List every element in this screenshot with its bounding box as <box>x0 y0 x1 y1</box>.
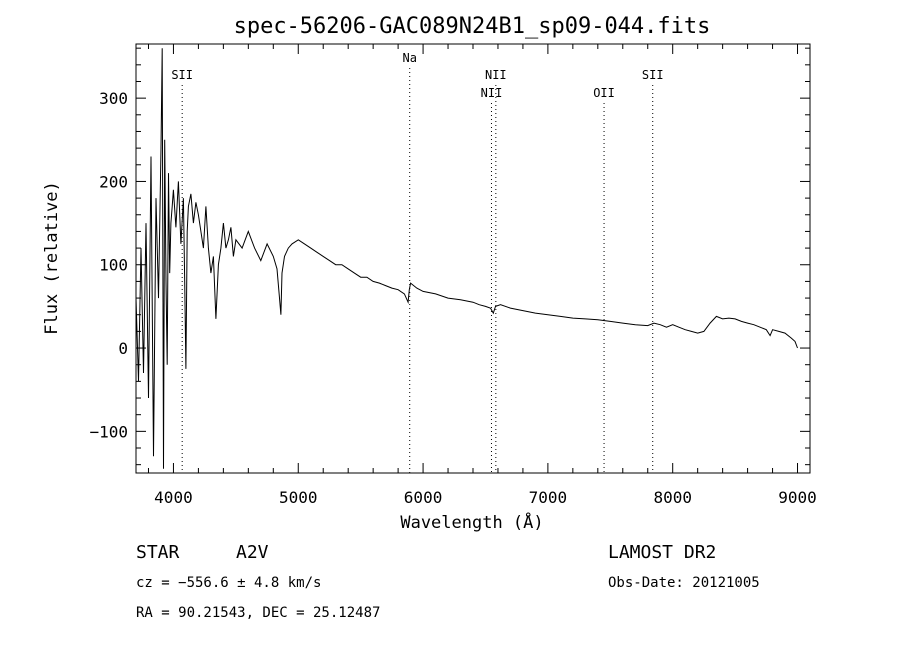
line-marker-label: Na <box>402 51 416 65</box>
x-tick-label: 8000 <box>653 488 692 507</box>
obs-date: Obs-Date: 20121005 <box>608 575 760 591</box>
axis-ticks: 4000 5000 6000 7000 8000 9000 −100 0 100 200 300 <box>89 44 817 507</box>
x-tick-label: 5000 <box>279 488 318 507</box>
y-axis-label: Flux (relative) <box>42 181 62 335</box>
y-tick-label: 0 <box>118 339 128 358</box>
line-marker-label: NII <box>485 68 507 82</box>
plot-frame <box>135 43 811 474</box>
y-tick-label: 300 <box>99 89 128 108</box>
spectral-subclass: A2V <box>236 542 269 563</box>
y-tick-label: −100 <box>89 422 128 441</box>
chart-title: spec-56206-GAC089N24B1_sp09-044.fits <box>234 14 711 39</box>
line-marker-label: OII <box>593 86 615 100</box>
line-marker-label: SII <box>171 68 193 82</box>
survey-name: LAMOST DR2 <box>608 542 717 563</box>
x-tick-label: 6000 <box>404 488 443 507</box>
coordinates: RA = 90.21543, DEC = 25.12487 <box>136 605 381 621</box>
x-tick-label: 7000 <box>529 488 568 507</box>
line-marker-label: SII <box>642 68 664 82</box>
line-marker-label: NII <box>481 86 503 100</box>
y-tick-label: 100 <box>99 256 128 275</box>
x-axis-label: Wavelength (Å) <box>400 511 543 533</box>
line-markers: SII Na NII NII OII SII <box>171 51 664 473</box>
y-tick-label: 200 <box>99 172 128 191</box>
object-type: STAR <box>136 542 180 563</box>
x-tick-label: 9000 <box>778 488 817 507</box>
x-tick-label: 4000 <box>154 488 193 507</box>
redshift-readout: cz = −556.6 ± 4.8 km/s <box>136 575 322 591</box>
spectrum-series-line <box>135 48 798 469</box>
